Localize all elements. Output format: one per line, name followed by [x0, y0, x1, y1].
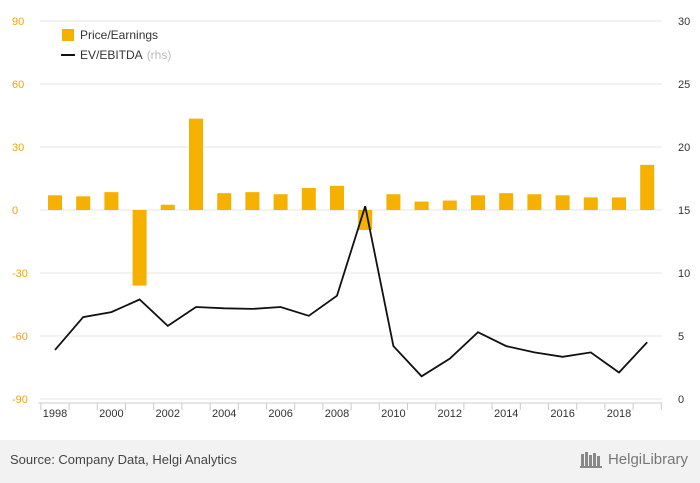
bar-2008	[330, 185, 344, 210]
left-axis: 90 60 30 0 -30 -60 -90	[12, 16, 28, 406]
right-axis: 30 25 20 15 10 5 0	[678, 16, 690, 406]
footer: Source: Company Data, Helgi Analytics He…	[0, 440, 700, 483]
bar-2005	[245, 192, 260, 210]
brand-logo: HelgiLibrary	[579, 450, 688, 468]
bar-2016	[555, 195, 570, 210]
bar-series	[48, 118, 655, 286]
x-tick-label: 2014	[494, 408, 518, 420]
x-tick-label: 2006	[268, 408, 292, 420]
y-left-tick: 30	[12, 142, 24, 154]
bar-2003	[189, 118, 203, 210]
y-right-tick: 25	[678, 79, 690, 91]
bar-2012	[442, 200, 457, 210]
bar-2006	[273, 194, 288, 210]
y-right-tick: 30	[678, 16, 690, 28]
bar-2015	[527, 194, 542, 210]
y-right-tick: 5	[678, 331, 684, 343]
legend: Price/Earnings EV/EBITDA (rhs)	[61, 28, 171, 62]
y-left-tick: -30	[12, 268, 28, 280]
bar-2013	[471, 195, 485, 210]
bar-2019	[640, 164, 655, 210]
bar-2011	[414, 201, 429, 210]
legend-swatch-pe	[62, 29, 74, 41]
y-left-tick: -90	[12, 394, 28, 406]
legend-label-ev: EV/EBITDA (rhs)	[80, 48, 171, 62]
y-right-tick: 15	[678, 205, 690, 217]
y-left-tick: 0	[12, 205, 18, 217]
bar-2014	[499, 193, 514, 210]
y-right-tick: 20	[678, 142, 690, 154]
legend-label-ev-rhs: (rhs)	[147, 48, 172, 62]
y-right-tick: 10	[678, 268, 690, 280]
bar-2017	[583, 197, 598, 210]
x-tick-label: 2000	[99, 408, 123, 420]
legend-label-pe: Price/Earnings	[80, 28, 158, 42]
bar-2004	[217, 193, 232, 210]
library-icon	[579, 452, 602, 468]
bar-1999	[76, 196, 91, 210]
bar-2000	[104, 192, 119, 210]
x-tick-label: 2008	[325, 408, 349, 420]
x-tick-label: 1998	[43, 408, 67, 420]
ev-ebitda-line	[54, 205, 648, 378]
legend-label-ev-name: EV/EBITDA	[80, 48, 143, 62]
chart: 90 60 30 0 -30 -60 -90 30 25 20 15 10 5 0 1998 2000 20…	[12, 16, 690, 420]
brand-name: HelgiLibrary	[607, 450, 688, 468]
x-tick-label: 2010	[381, 408, 405, 420]
bar-2010	[386, 194, 401, 210]
x-tick-label: 2002	[156, 408, 180, 420]
bar-2001	[132, 210, 147, 286]
y-left-tick: 90	[12, 16, 24, 28]
bar-2018	[612, 197, 626, 210]
bar-1998	[48, 195, 62, 210]
x-tick-label: 2016	[550, 408, 574, 420]
x-tick-label: 2004	[212, 408, 236, 420]
x-tick-label: 2012	[438, 408, 462, 420]
x-tick-label: 2018	[607, 408, 631, 420]
source-note: Source: Company Data, Helgi Analytics	[10, 452, 237, 467]
bar-2007	[301, 187, 316, 210]
y-right-tick: 0	[678, 394, 684, 406]
x-axis: 1998 2000 2002 2004 2006 2008 2010 2012 2014 2016…	[38, 402, 662, 420]
bar-2002	[160, 204, 175, 210]
y-left-tick: 60	[12, 79, 24, 91]
y-left-tick: -60	[12, 331, 28, 343]
